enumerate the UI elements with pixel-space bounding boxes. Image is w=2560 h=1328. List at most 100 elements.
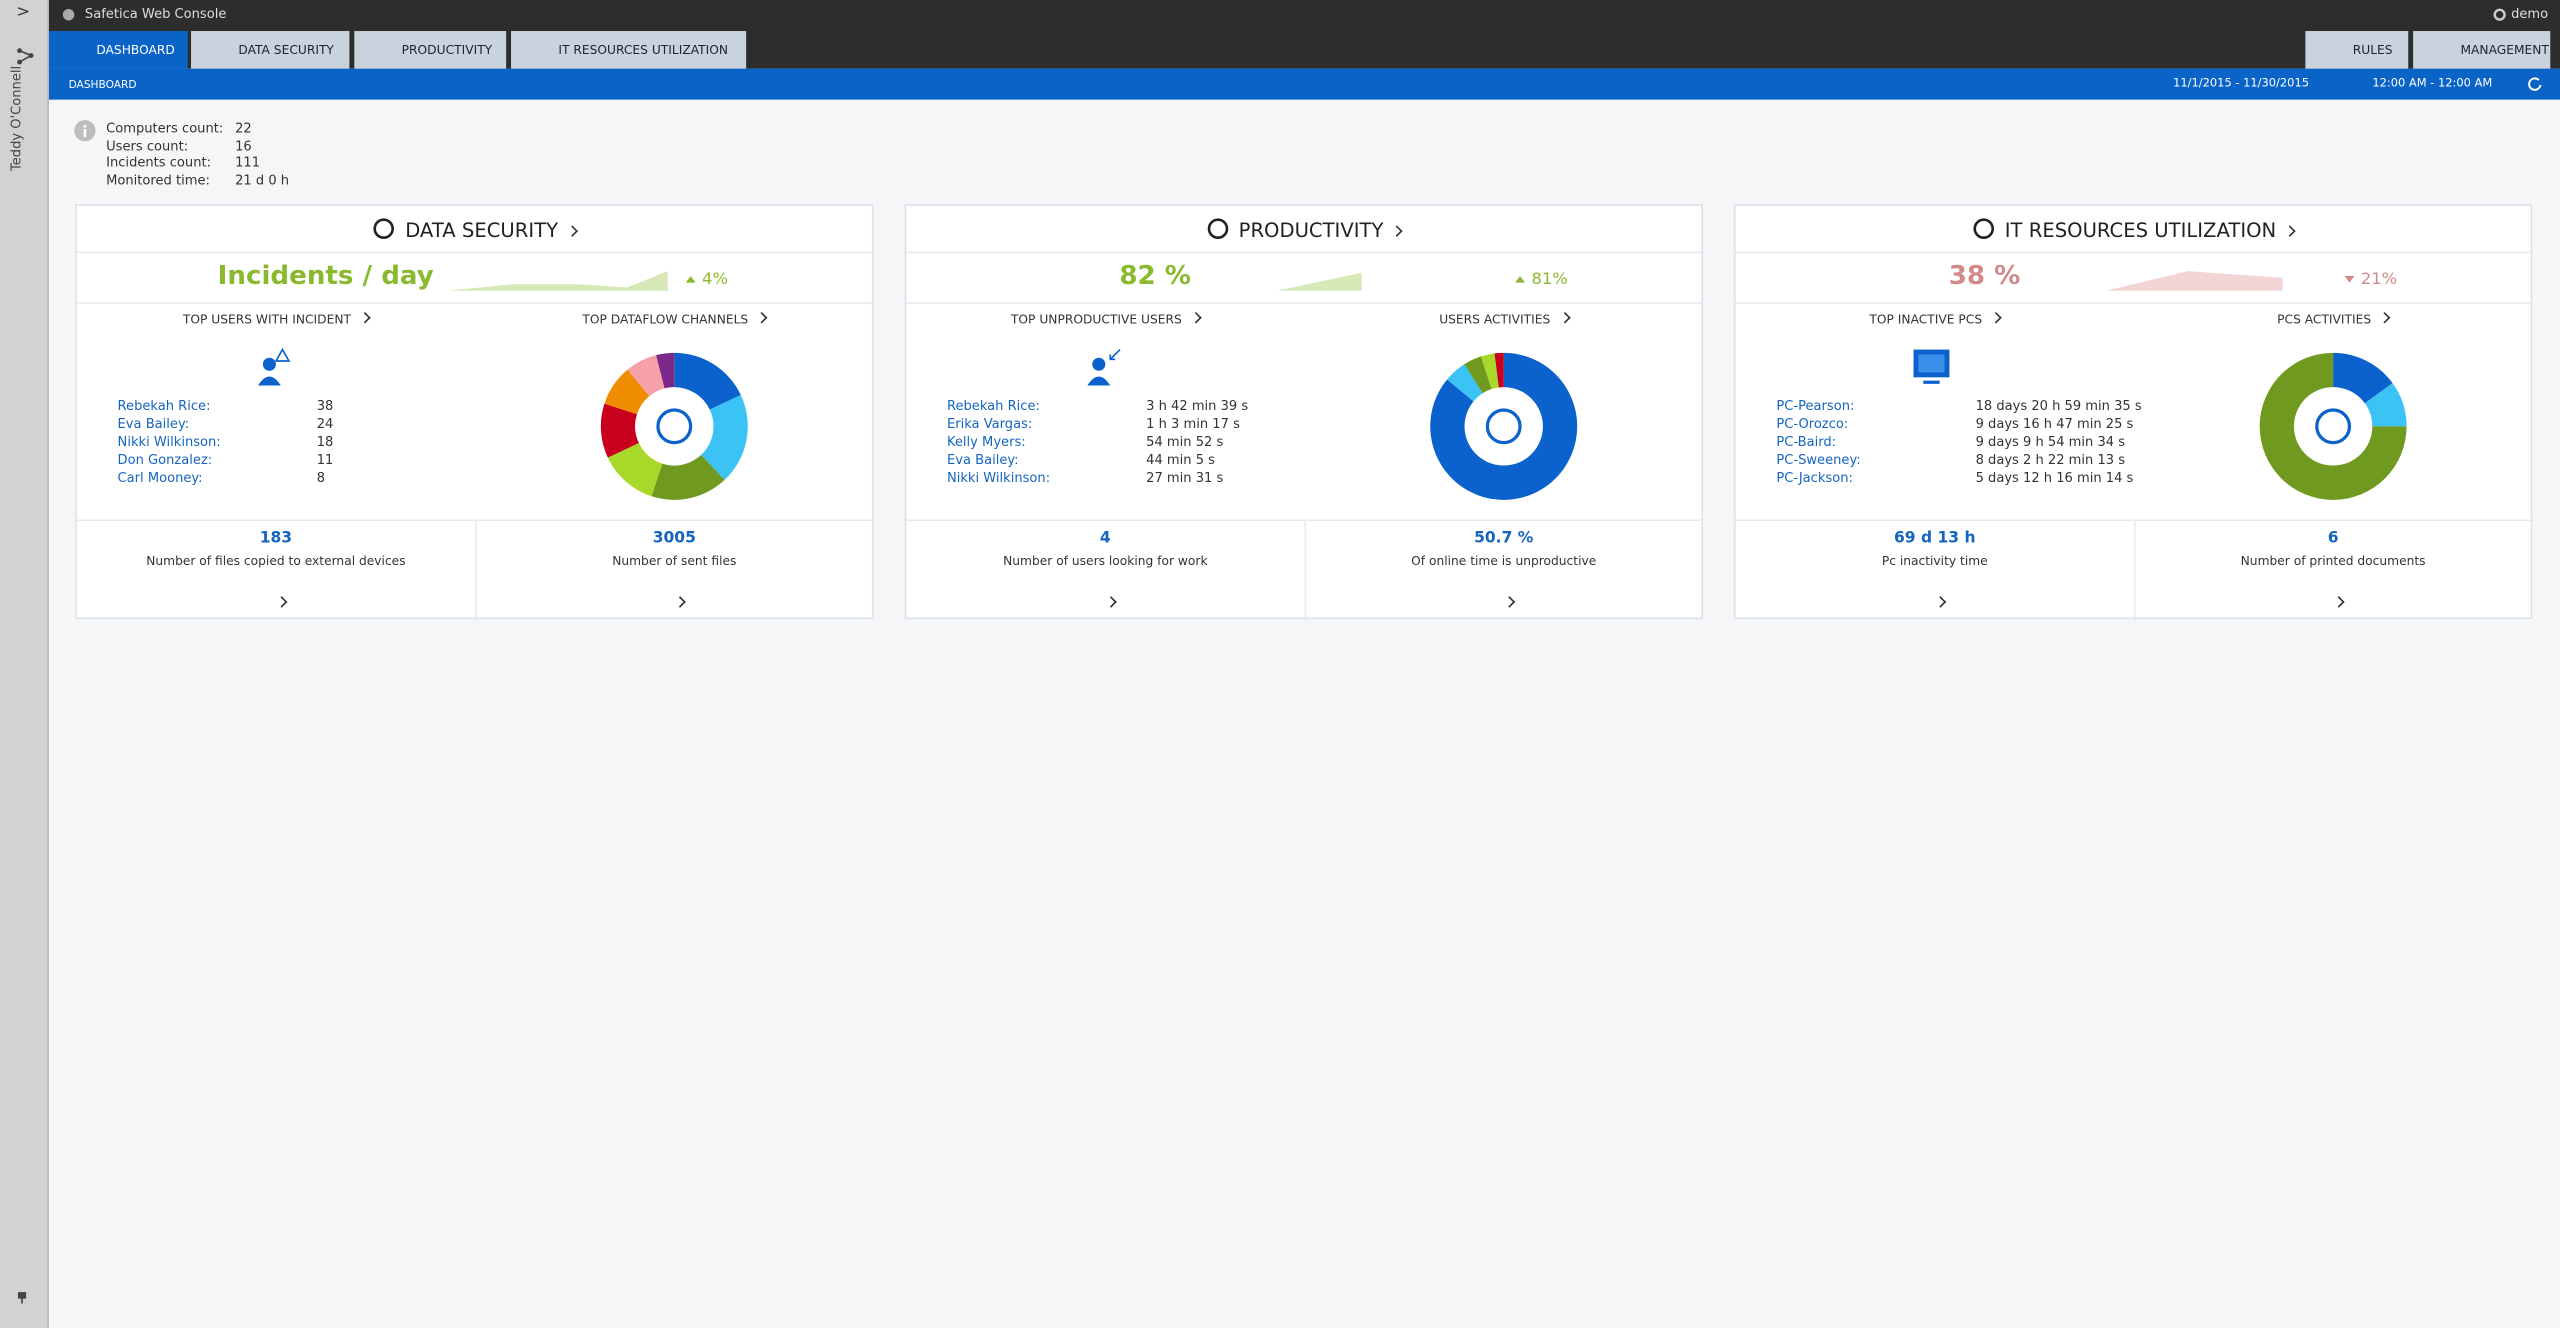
list-value: 8	[316, 471, 326, 486]
list-name[interactable]: Don Gonzalez:	[117, 452, 213, 468]
panel-title-text: DATA SECURITY	[405, 218, 559, 242]
summary-label: Incidents count:	[106, 155, 212, 171]
list-value: 3 h 42 min 39 s	[1146, 398, 1249, 414]
divider	[1735, 302, 2531, 304]
metric: 82 %	[1119, 259, 1191, 291]
section-title[interactable]: PCS ACTIVITIES	[2137, 311, 2529, 327]
chevron	[566, 225, 578, 237]
section-title[interactable]: TOP DATAFLOW CHANNELS	[478, 311, 870, 327]
list-name[interactable]: PC-Sweeney:	[1776, 452, 1861, 468]
section-title-text: TOP INACTIVE PCS	[1869, 311, 1983, 327]
sidebar-toggle[interactable]: >	[16, 3, 31, 22]
donut	[2259, 352, 2407, 500]
list-value: 9 days 16 h 47 min 25 s	[1975, 416, 2134, 432]
tab[interactable]: MANAGEMENT	[2413, 31, 2551, 69]
panel-title[interactable]: DATA SECURITY	[77, 217, 872, 242]
tab[interactable]: RULES	[2305, 31, 2409, 69]
screen	[1918, 354, 1945, 373]
sub-bar	[48, 68, 2560, 100]
list-value: 1 h 3 min 17 s	[1146, 416, 1240, 432]
gear-icon[interactable]	[2493, 8, 2506, 21]
section-title[interactable]: TOP INACTIVE PCS	[1739, 311, 2131, 327]
section-title-text: USERS ACTIVITIES	[1439, 311, 1551, 327]
list-value: 8 days 2 h 22 min 13 s	[1975, 452, 2126, 468]
sparkline-area	[2106, 271, 2283, 291]
badge	[274, 347, 291, 362]
section-title-text: PCS ACTIVITIES	[2277, 311, 2372, 327]
donut	[1430, 352, 1578, 500]
summary-value: 22	[235, 120, 252, 136]
refresh-icon[interactable]	[2527, 77, 2542, 92]
list-name[interactable]: PC-Baird:	[1776, 434, 1837, 450]
list-value: 9 days 9 h 54 min 34 s	[1975, 434, 2126, 450]
donut-segment	[701, 395, 748, 480]
tab[interactable]: DATA SECURITY	[191, 31, 350, 69]
title-icon-ring	[373, 218, 395, 239]
stat-arrow[interactable]	[2333, 596, 2345, 608]
stat-arrow[interactable]	[1105, 596, 1117, 608]
donut-segment	[607, 443, 663, 497]
section-icon	[1087, 348, 1121, 386]
list-value: 54 min 52 s	[1146, 434, 1224, 450]
list-name[interactable]: PC-Jackson:	[1776, 471, 1853, 486]
sparkline-area	[1276, 272, 1362, 291]
change: 4%	[702, 271, 728, 290]
donut-segment	[1481, 353, 1499, 390]
trend-arrow-shape	[2344, 276, 2355, 283]
panel-title[interactable]: IT RESOURCES UTILIZATION	[1736, 217, 2531, 242]
section-title[interactable]: TOP USERS WITH INCIDENT	[80, 311, 472, 327]
list-name[interactable]: Kelly Myers:	[946, 434, 1026, 450]
stat-value: 50.7 %	[1474, 529, 1534, 548]
badge	[1109, 348, 1121, 361]
stat-arrow[interactable]	[674, 596, 686, 608]
tab[interactable]: PRODUCTIVITY	[354, 31, 507, 69]
list-name[interactable]: Eva Bailey:	[117, 416, 190, 432]
donut-segment	[627, 355, 665, 397]
donut-segment	[1494, 352, 1504, 388]
app-icon	[62, 8, 75, 21]
list-name[interactable]: Nikki Wilkinson:	[946, 471, 1051, 486]
donut-segment	[2259, 352, 2407, 500]
stat-arrow[interactable]	[275, 596, 288, 608]
divider	[76, 302, 872, 304]
list-name[interactable]: PC-Orozco:	[1776, 416, 1849, 432]
list-name[interactable]: Nikki Wilkinson:	[117, 434, 221, 450]
list-name[interactable]: Rebekah Rice:	[946, 398, 1040, 414]
chevron	[1189, 311, 1202, 324]
list-value: 38	[316, 398, 334, 414]
list-name[interactable]: Carl Mooney:	[117, 471, 203, 486]
list-value: 44 min 5 s	[1146, 452, 1215, 468]
list-name[interactable]: Erika Vargas:	[946, 416, 1033, 432]
head	[262, 357, 276, 371]
list-value: 5 days 12 h 16 min 14 s	[1975, 471, 2134, 486]
date-range[interactable]: 11/1/2015 - 11/30/2015	[2173, 76, 2309, 90]
list-name[interactable]: PC-Pearson:	[1776, 398, 1855, 414]
panel-title-text: IT RESOURCES UTILIZATION	[2004, 218, 2277, 242]
list-name[interactable]: Eva Bailey:	[946, 452, 1019, 468]
divider	[1735, 251, 2531, 254]
panel: DATA SECURITY Incidents / day 4% TOP USERS …	[75, 204, 874, 621]
title-icon	[1207, 218, 1228, 239]
donut-center-icon	[1485, 408, 1522, 445]
section-title[interactable]: USERS ACTIVITIES	[1308, 311, 1700, 327]
panel-title-text: PRODUCTIVITY	[1238, 218, 1384, 242]
time-range[interactable]: 12:00 AM - 12:00 AM	[2372, 76, 2493, 90]
section-title-text: TOP USERS WITH INCIDENT	[182, 311, 351, 327]
tab[interactable]: IT RESOURCES UTILIZATION	[511, 31, 747, 69]
sidebar-icon[interactable]	[15, 46, 35, 66]
section-title[interactable]: TOP UNPRODUCTIVE USERS	[909, 311, 1301, 327]
title-icon-ring	[1973, 218, 1994, 239]
pin-icon[interactable]	[16, 1290, 29, 1304]
tab[interactable]: DASHBOARD	[48, 31, 188, 69]
donut-segment	[600, 403, 639, 458]
breadcrumb[interactable]: DASHBOARD	[68, 78, 137, 92]
stat-arrow[interactable]	[1934, 596, 1947, 608]
donut-segment	[2364, 383, 2407, 427]
user-menu[interactable]: demo	[2511, 6, 2549, 22]
list-value: 18 days 20 h 59 min 35 s	[1975, 398, 2142, 414]
stat-arrow[interactable]	[1503, 596, 1516, 608]
panel-title[interactable]: PRODUCTIVITY	[906, 217, 1701, 242]
list-name[interactable]: Rebekah Rice:	[117, 398, 211, 414]
stat-label: Number of printed documents	[2240, 553, 2426, 569]
